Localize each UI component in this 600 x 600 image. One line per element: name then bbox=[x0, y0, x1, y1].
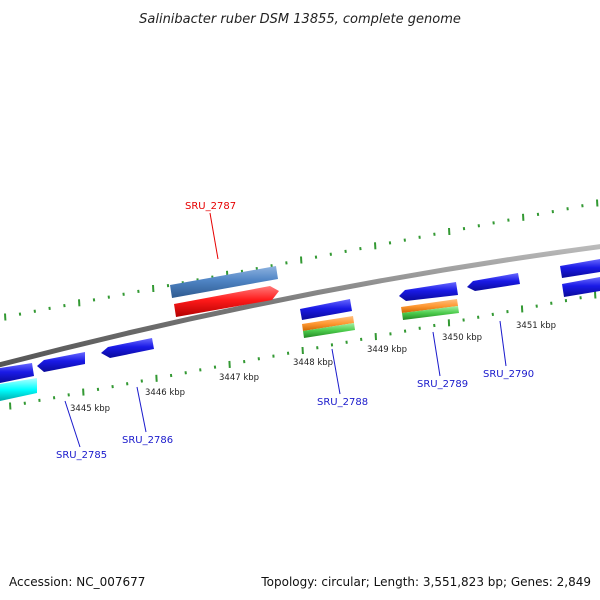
gene-label-leaders bbox=[64, 212, 507, 448]
gene-label-sru-2789[interactable]: SRU_2789 bbox=[417, 379, 468, 390]
leader-sru-2787 bbox=[209, 212, 219, 260]
upper-strand-features bbox=[170, 259, 600, 317]
gene-labels: SRU_2785 SRU_2786 SRU_2787 SRU_2788 SRU_… bbox=[56, 201, 534, 461]
gene-sru-2788-arrow[interactable] bbox=[300, 299, 352, 320]
feature-green-2[interactable] bbox=[402, 306, 459, 320]
kbp-label-3446: 3446 kbp bbox=[145, 388, 185, 398]
feature-green-1[interactable] bbox=[303, 323, 355, 338]
leader-sru-2788 bbox=[331, 348, 341, 395]
gene-sru-2786-arrow[interactable] bbox=[101, 338, 154, 358]
genome-backbone bbox=[0, 244, 600, 368]
kbp-labels: 3445 kbp 3446 kbp 3447 kbp 3448 kbp 3449… bbox=[70, 321, 556, 414]
gene-sru-2790-arrow[interactable] bbox=[467, 273, 520, 291]
gene-label-sru-2786[interactable]: SRU_2786 bbox=[122, 435, 173, 446]
gene-arrow-upper-right-1[interactable] bbox=[560, 259, 600, 278]
lower-strand-features bbox=[0, 273, 520, 401]
leader-sru-2789 bbox=[432, 331, 441, 377]
gene-arrow-left-edge[interactable] bbox=[0, 363, 34, 383]
genome-summary-text: Topology: circular; Length: 3,551,823 bp… bbox=[260, 575, 591, 589]
map-title: Salinibacter ruber DSM 13855, complete g… bbox=[139, 12, 461, 27]
kbp-label-3451: 3451 kbp bbox=[516, 321, 556, 331]
kbp-label-3449: 3449 kbp bbox=[367, 345, 407, 355]
gene-label-sru-2785[interactable]: SRU_2785 bbox=[56, 450, 107, 461]
feature-orange-1[interactable] bbox=[302, 316, 354, 331]
gene-sru-2787-arrow[interactable] bbox=[174, 286, 279, 317]
gene-sru-2785-arrow[interactable] bbox=[37, 352, 85, 372]
accession-text: Accession: NC_007677 bbox=[9, 575, 145, 589]
kbp-label-3450: 3450 kbp bbox=[442, 333, 482, 343]
kbp-label-3445: 3445 kbp bbox=[70, 404, 110, 414]
gene-label-sru-2787[interactable]: SRU_2787 bbox=[185, 201, 236, 212]
leader-sru-2790 bbox=[499, 320, 507, 367]
feature-orange-2[interactable] bbox=[401, 299, 458, 313]
gene-label-sru-2790[interactable]: SRU_2790 bbox=[483, 369, 534, 380]
feature-steelblue[interactable] bbox=[170, 266, 278, 298]
feature-cyan[interactable] bbox=[0, 378, 37, 401]
gene-label-sru-2788[interactable]: SRU_2788 bbox=[317, 397, 368, 408]
gene-arrow-upper-right-2[interactable] bbox=[562, 277, 600, 297]
kbp-label-3448: 3448 kbp bbox=[293, 358, 333, 368]
leader-sru-2785 bbox=[64, 400, 81, 448]
lower-tick-track bbox=[9, 291, 597, 410]
kbp-label-3447: 3447 kbp bbox=[219, 373, 259, 383]
leader-sru-2786 bbox=[136, 386, 147, 433]
gene-sru-2789-arrow[interactable] bbox=[399, 282, 458, 301]
